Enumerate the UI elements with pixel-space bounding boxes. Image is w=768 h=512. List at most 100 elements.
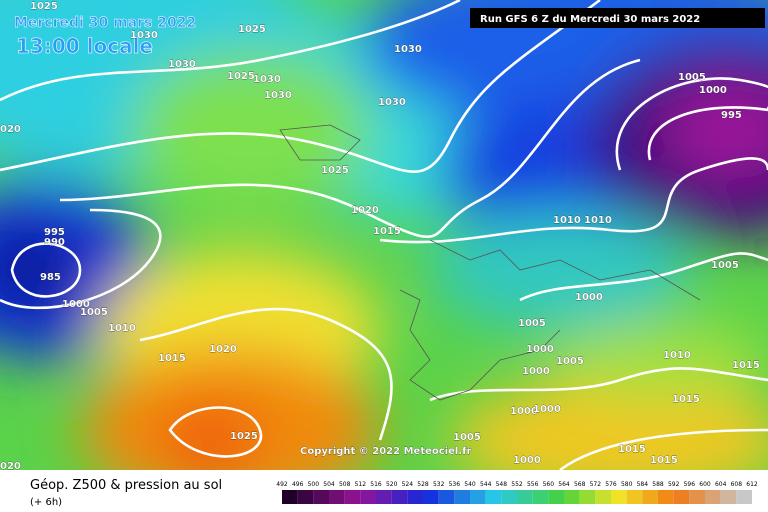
scale-band: [611, 490, 627, 504]
isobar-label: 1000: [699, 85, 727, 96]
scale-label: 564: [558, 481, 570, 488]
isobar-label: 1030: [168, 59, 196, 70]
isobar-label: 1000: [575, 292, 603, 303]
isobar-label: 985: [40, 272, 61, 283]
isobar-label: 1000: [513, 455, 541, 466]
isobar-label: 1010: [663, 350, 691, 361]
isobar-label: 1015: [618, 444, 646, 455]
scale-label: 548: [496, 481, 508, 488]
scale-band: [438, 490, 455, 504]
scale-label: 520: [386, 481, 398, 488]
scale-band: [689, 490, 705, 504]
isobar-label: 1025: [230, 431, 258, 442]
isobar-label: 1010: [584, 215, 612, 226]
isobar-label: 1005: [80, 307, 108, 318]
scale-label: 596: [684, 481, 696, 488]
scale-band: [548, 490, 564, 504]
isobar-label: 1015: [732, 360, 760, 371]
scale-band: [329, 490, 345, 504]
isobar-label: 1015: [672, 394, 700, 405]
scale-label: 504: [323, 481, 335, 488]
scale-band: [642, 490, 658, 504]
isobars: [0, 0, 768, 470]
scale-band: [736, 490, 752, 504]
isobar-label: 1030: [253, 74, 281, 85]
isobar-label: 1010: [553, 215, 581, 226]
run-label: Run GFS 6 Z du Mercredi 30 mars 2022: [480, 14, 700, 25]
isobar-label: 1020: [351, 205, 379, 216]
isobar-label: 020: [0, 461, 21, 472]
isobar-label: 1000: [510, 406, 538, 417]
isobar-label: 990: [44, 237, 65, 248]
scale-band: [313, 490, 329, 504]
scale-label: 528: [417, 481, 429, 488]
scale-label: 584: [637, 481, 649, 488]
isobar-label: 1015: [158, 353, 186, 364]
scale-band: [344, 490, 361, 504]
isobar-label: 1000: [522, 366, 550, 377]
scale-label: 580: [621, 481, 633, 488]
scale-label: 568: [574, 481, 586, 488]
scale-label: 552: [511, 481, 523, 488]
isobar-label: 1030: [130, 30, 158, 41]
scale-band: [423, 490, 439, 504]
isobar-label: 1025: [321, 165, 349, 176]
isobar-label: 1000: [526, 344, 554, 355]
isobar-label: 1005: [678, 72, 706, 83]
isobar-label: 1020: [209, 344, 237, 355]
isobar-label: 1005: [453, 432, 481, 443]
scale-band: [391, 490, 408, 504]
scale-label: 600: [699, 481, 711, 488]
scale-label: 508: [339, 481, 351, 488]
date-label: Mercredi 30 mars 2022: [14, 15, 196, 31]
scale-label: 516: [370, 481, 382, 488]
copyright: Copyright © 2022 Meteociel.fr: [300, 446, 471, 457]
time-label: 13:00 locale: [16, 34, 153, 58]
scale-label: 496: [292, 481, 304, 488]
scale-label: 604: [715, 481, 727, 488]
scale-band: [626, 490, 643, 504]
isobar-label: 1005: [711, 260, 739, 271]
scale-label: 540: [464, 481, 476, 488]
scale-band: [705, 490, 721, 504]
scale-label: 532: [433, 481, 445, 488]
scale-band: [407, 490, 423, 504]
scale-label: 556: [527, 481, 539, 488]
scale-label: 536: [449, 481, 461, 488]
isobar-label: 1030: [394, 44, 422, 55]
isobar-label: 1000: [62, 299, 90, 310]
scale-band: [517, 490, 533, 504]
scale-band: [595, 490, 611, 504]
footer-title: Géop. Z500 & pression au sol: [30, 478, 222, 493]
scale-band: [376, 490, 392, 504]
scale-band: [720, 490, 737, 504]
scale-band: [579, 490, 596, 504]
isobar-label: 1015: [650, 455, 678, 466]
scale-label: 560: [543, 481, 555, 488]
run-box: [470, 8, 765, 28]
scale-band: [532, 490, 549, 504]
scale-label: 544: [480, 481, 492, 488]
isobar-label: 1030: [378, 97, 406, 108]
scale-band: [501, 490, 517, 504]
isobar-label: 1010: [108, 323, 136, 334]
scale-band: [658, 490, 674, 504]
isobar-label: 1025: [30, 1, 58, 12]
scale-label: 524: [402, 481, 414, 488]
isobar-label: 1005: [556, 356, 584, 367]
isobar-label: 1005: [518, 318, 546, 329]
isobar-label: 1015: [373, 226, 401, 237]
scale-label: 572: [590, 481, 602, 488]
scale-band: [360, 490, 376, 504]
scale-label: 500: [308, 481, 320, 488]
isobar-label: 1025: [238, 24, 266, 35]
scale-label: 608: [731, 481, 743, 488]
scale-band: [564, 490, 580, 504]
scale-label: 592: [668, 481, 680, 488]
isobar-label: 995: [44, 227, 65, 238]
isobar-label: 1030: [264, 90, 292, 101]
scale-band: [673, 490, 690, 504]
scale-label: 492: [276, 481, 288, 488]
